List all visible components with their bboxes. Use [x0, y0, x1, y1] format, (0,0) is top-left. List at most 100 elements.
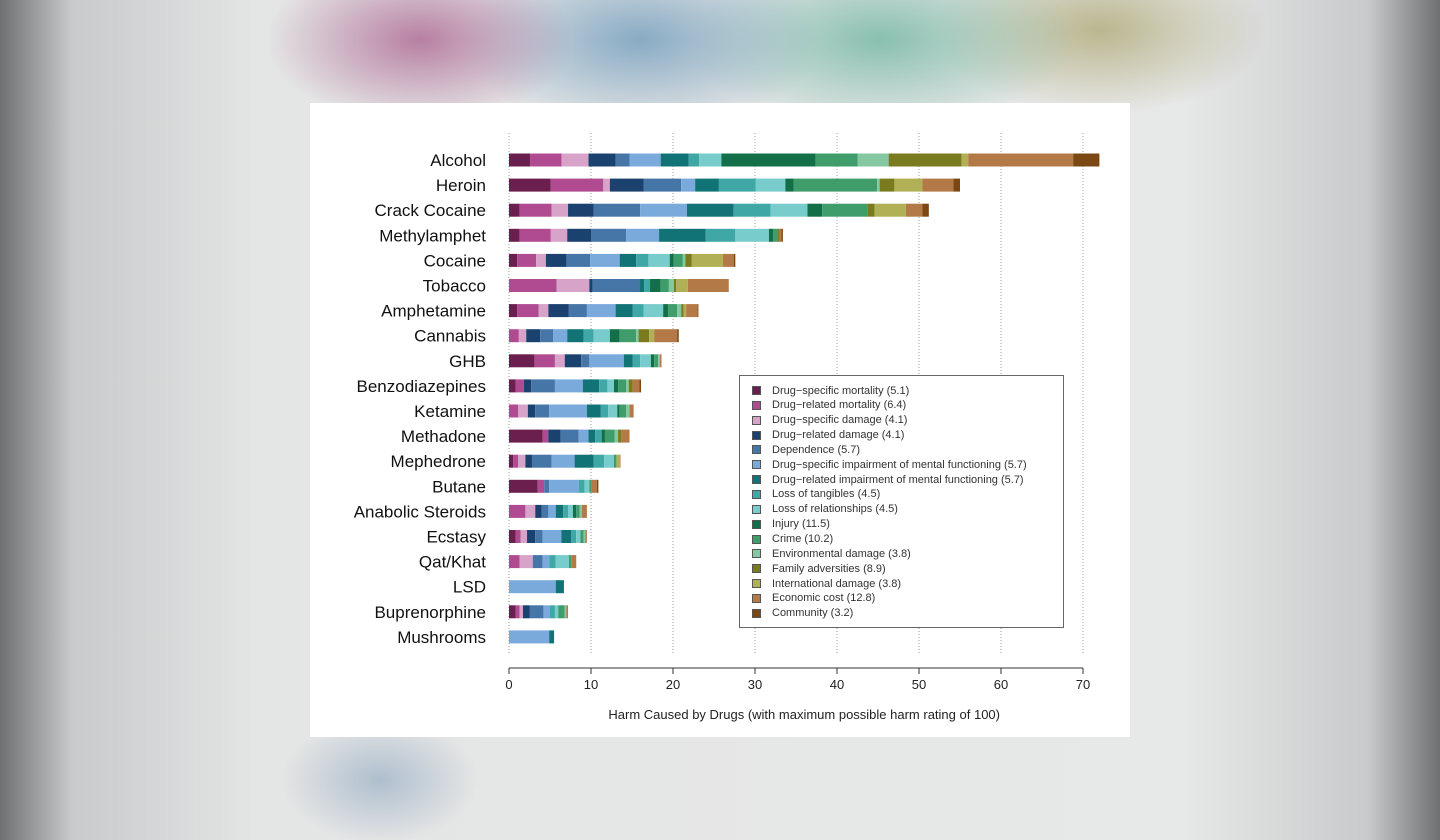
bar-segment	[564, 605, 567, 619]
bar-segment	[520, 530, 528, 543]
x-tick-label: 50	[912, 677, 926, 692]
bar-segment	[509, 504, 526, 518]
bar-segment	[687, 279, 729, 292]
bar-segment	[531, 379, 555, 393]
legend-label: Family adversities (8.9)	[772, 562, 886, 575]
bar-segment	[515, 605, 520, 619]
bar-segment	[614, 429, 619, 443]
bar-segment	[654, 329, 678, 343]
bar-segment	[593, 454, 605, 468]
x-tick-label: 0	[505, 677, 512, 692]
bar-segment	[542, 555, 550, 569]
bar-segment	[548, 429, 561, 443]
bar-segment	[640, 354, 651, 368]
bar-segment	[676, 279, 688, 292]
bar-segment	[536, 253, 546, 267]
legend-swatch	[752, 445, 761, 455]
legend-swatch	[752, 608, 761, 618]
bar-segment	[560, 429, 579, 443]
legend-swatch	[752, 415, 761, 425]
bar-segment	[581, 354, 590, 368]
bar-segment	[518, 454, 526, 468]
legend-item: Family adversities (8.9)	[752, 561, 886, 576]
bar-segment	[530, 153, 562, 167]
category-label: Methylamphet	[379, 226, 486, 245]
bar-segment	[568, 304, 587, 318]
bar-segment	[768, 228, 774, 242]
bar-segment	[584, 479, 590, 493]
bar-segment	[583, 329, 594, 343]
bar-segment	[551, 454, 575, 468]
legend-swatch	[752, 519, 761, 529]
bar-segment	[735, 228, 769, 242]
bar-segment	[549, 404, 587, 418]
bar-segment	[659, 228, 706, 242]
bar-segment	[593, 203, 641, 217]
bar-segment	[650, 279, 661, 292]
bar-segment	[894, 178, 923, 192]
x-tick-label: 10	[584, 677, 598, 692]
bar-segment	[723, 253, 734, 267]
bar-segment	[755, 178, 786, 192]
bar-segment	[632, 379, 640, 393]
category-label: Cocaine	[424, 251, 486, 270]
bar-segment	[619, 253, 637, 267]
bar-segment	[922, 203, 929, 217]
bar-segment	[555, 504, 564, 518]
bar-segment	[568, 555, 572, 569]
bar-segment	[773, 228, 778, 242]
bar-segment	[673, 253, 683, 267]
bar-segment	[644, 279, 651, 292]
bar-segment	[596, 479, 599, 493]
legend-label: Community (3.2)	[772, 607, 854, 620]
category-label: Methadone	[401, 427, 486, 446]
bar-segment	[525, 504, 536, 518]
bar-segment	[1073, 153, 1100, 167]
bar-segment	[586, 404, 601, 418]
bar-segment	[509, 153, 531, 167]
bar-segment	[515, 530, 521, 543]
legend-label: Drug−specific impairment of mental funct…	[772, 458, 1027, 471]
bar-segment	[509, 479, 538, 493]
bar-segment	[807, 203, 823, 217]
bar-segment	[550, 228, 568, 242]
bar-segment	[626, 404, 630, 418]
bar-segment	[509, 178, 551, 192]
bar-segment	[660, 279, 669, 292]
bar-segment	[509, 580, 556, 594]
bar-segment	[609, 329, 620, 343]
x-tick-label: 60	[994, 677, 1008, 692]
bar-segment	[535, 404, 550, 418]
legend-swatch	[752, 386, 761, 395]
bar-segment	[604, 429, 615, 443]
bar-segment	[682, 253, 686, 267]
bar-segment	[879, 178, 895, 192]
bar-segment	[874, 203, 906, 217]
legend-label: Drug−specific damage (4.1)	[772, 414, 908, 427]
category-label: Crack Cocaine	[375, 201, 487, 220]
category-label: Benzodiazepines	[357, 377, 486, 396]
bar-segment	[618, 379, 627, 393]
bar-segment	[550, 178, 604, 192]
legend-swatch	[752, 564, 761, 574]
bar-segment	[527, 404, 536, 418]
bar-segment	[545, 253, 567, 267]
bar-segment	[650, 354, 655, 368]
bar-segment	[793, 178, 878, 192]
bar-segment	[619, 404, 627, 418]
bar-segment	[639, 379, 642, 393]
bar-segment	[509, 429, 543, 443]
bar-segment	[617, 404, 620, 418]
legend-swatch	[752, 579, 761, 589]
category-label: Heroin	[436, 176, 486, 195]
bar-segment	[601, 429, 605, 443]
bar-segment	[600, 404, 609, 418]
bar-segment	[509, 454, 514, 468]
bar-segment	[581, 504, 587, 518]
bar-segment	[681, 178, 696, 192]
bar-segment	[518, 404, 528, 418]
bar-segment	[588, 153, 616, 167]
bar-segment	[509, 203, 520, 217]
bar-segment	[561, 530, 572, 543]
bar-segment	[585, 530, 587, 543]
